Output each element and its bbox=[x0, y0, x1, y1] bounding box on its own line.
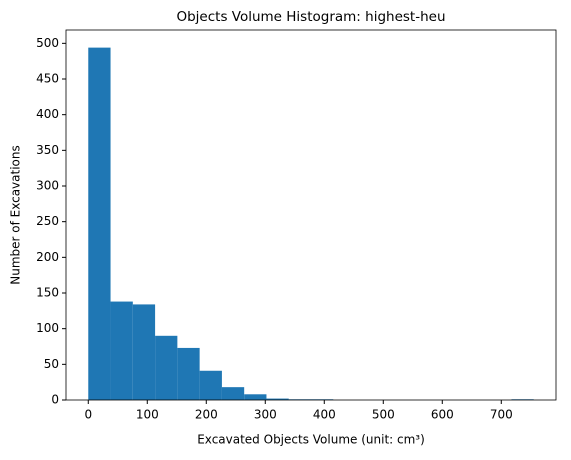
x-tick-label: 200 bbox=[195, 408, 218, 422]
y-tick-label: 200 bbox=[36, 250, 59, 264]
bar bbox=[266, 398, 289, 400]
x-tick-label: 300 bbox=[254, 408, 277, 422]
y-tick-label: 500 bbox=[36, 36, 59, 50]
x-tick-label: 400 bbox=[313, 408, 336, 422]
x-tick-label: 0 bbox=[84, 408, 92, 422]
bar bbox=[132, 304, 156, 400]
x-tick-label: 700 bbox=[490, 408, 513, 422]
y-tick-label: 0 bbox=[51, 393, 59, 407]
y-tick-label: 100 bbox=[36, 321, 59, 335]
y-tick-label: 400 bbox=[36, 107, 59, 121]
bar bbox=[199, 370, 222, 400]
bar bbox=[88, 47, 111, 400]
bar bbox=[221, 387, 245, 400]
y-tick-label: 150 bbox=[36, 286, 59, 300]
x-axis-label: Excavated Objects Volume (unit: cm³) bbox=[197, 433, 425, 447]
x-tick-label: 500 bbox=[372, 408, 395, 422]
bar bbox=[110, 301, 133, 400]
x-tick-label: 100 bbox=[136, 408, 159, 422]
bar bbox=[244, 394, 267, 400]
chart-title: Objects Volume Histogram: highest-heu bbox=[176, 9, 445, 25]
x-tick-label: 600 bbox=[431, 408, 454, 422]
y-tick-label: 300 bbox=[36, 179, 59, 193]
y-tick-label: 450 bbox=[36, 72, 59, 86]
plot-frame bbox=[65, 29, 557, 401]
y-tick-label: 350 bbox=[36, 143, 59, 157]
bar bbox=[177, 347, 200, 400]
y-tick-label: 250 bbox=[36, 214, 59, 228]
bar bbox=[155, 335, 178, 400]
y-axis-label: Number of Excavations bbox=[9, 145, 23, 285]
y-tick-label: 50 bbox=[44, 357, 59, 371]
